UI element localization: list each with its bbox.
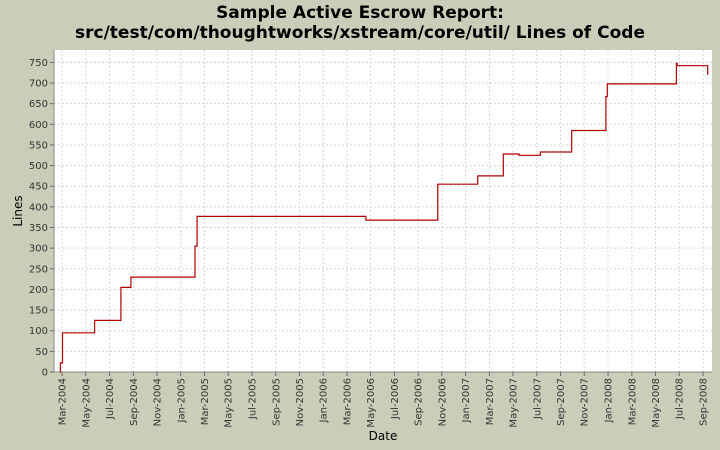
x-tick-label: Jul-2008 [675, 378, 686, 420]
x-tick-label: Jul-2004 [105, 378, 116, 420]
x-tick-label: May-2007 [509, 378, 520, 428]
series-line [59, 62, 709, 373]
y-tick-label: 450 [29, 182, 48, 193]
x-tick-label: May-2008 [651, 378, 662, 428]
x-tick-label: Jan-2007 [461, 378, 472, 423]
y-tick-label: 650 [29, 99, 48, 110]
x-tick-label: Sep-2007 [556, 378, 567, 426]
x-tick-label: Sep-2005 [271, 378, 282, 426]
y-tick-label: 600 [29, 120, 48, 131]
x-tick-label: Sep-2008 [699, 378, 710, 426]
x-tick-label: Jan-2005 [176, 378, 187, 423]
x-tick-label: Jul-2005 [247, 378, 258, 420]
x-tick-label: Mar-2006 [342, 378, 353, 425]
y-tick-label: 700 [29, 79, 48, 90]
x-tick-label: Sep-2006 [414, 378, 425, 426]
x-tick-label: Jan-2006 [319, 378, 330, 423]
y-tick-label: 250 [29, 264, 48, 275]
x-tick-label: Jan-2008 [604, 378, 615, 423]
x-tick-label: Nov-2004 [152, 378, 163, 426]
y-tick-label: 0 [42, 368, 48, 379]
y-tick-label: 300 [29, 244, 48, 255]
x-tick-label: May-2006 [366, 378, 377, 428]
y-tick-label: 200 [29, 285, 48, 296]
x-tick-label: Mar-2007 [485, 378, 496, 425]
x-tick-label: Nov-2005 [295, 378, 306, 426]
x-tick-label: May-2004 [81, 378, 92, 428]
x-tick-label: Mar-2008 [627, 378, 638, 425]
y-tick-label: 150 [29, 306, 48, 317]
y-tick-label: 350 [29, 223, 48, 234]
x-tick-label: Nov-2006 [437, 378, 448, 426]
y-tick-label: 50 [35, 347, 48, 358]
y-tick-label: 550 [29, 140, 48, 151]
x-tick-label: Jul-2007 [532, 378, 543, 420]
x-tick-label: Jul-2006 [390, 378, 401, 420]
x-tick-label: Mar-2004 [58, 378, 69, 425]
y-axis-label: Lines [11, 195, 25, 226]
y-tick-label: 750 [29, 58, 48, 69]
grid-lines [54, 50, 712, 373]
chart-title: Sample Active Escrow Report: [216, 3, 504, 23]
x-tick-label: Sep-2004 [129, 378, 140, 426]
series-layer [59, 62, 709, 373]
x-axis-label: Date [369, 429, 398, 443]
y-tick-label: 100 [29, 326, 48, 337]
axes: 0 50 100 150 200 250 300 350 400 450 500 550 600 650 7… [29, 50, 712, 428]
chart-subtitle: src/test/com/thoughtworks/xstream/core/u… [75, 23, 645, 43]
x-tick-label: Nov-2007 [580, 378, 591, 426]
y-tick-label: 500 [29, 161, 48, 172]
plot-area [54, 50, 712, 372]
x-tick-label: May-2005 [224, 378, 235, 428]
y-tick-label: 400 [29, 202, 48, 213]
x-tick-label: Mar-2005 [200, 378, 211, 425]
